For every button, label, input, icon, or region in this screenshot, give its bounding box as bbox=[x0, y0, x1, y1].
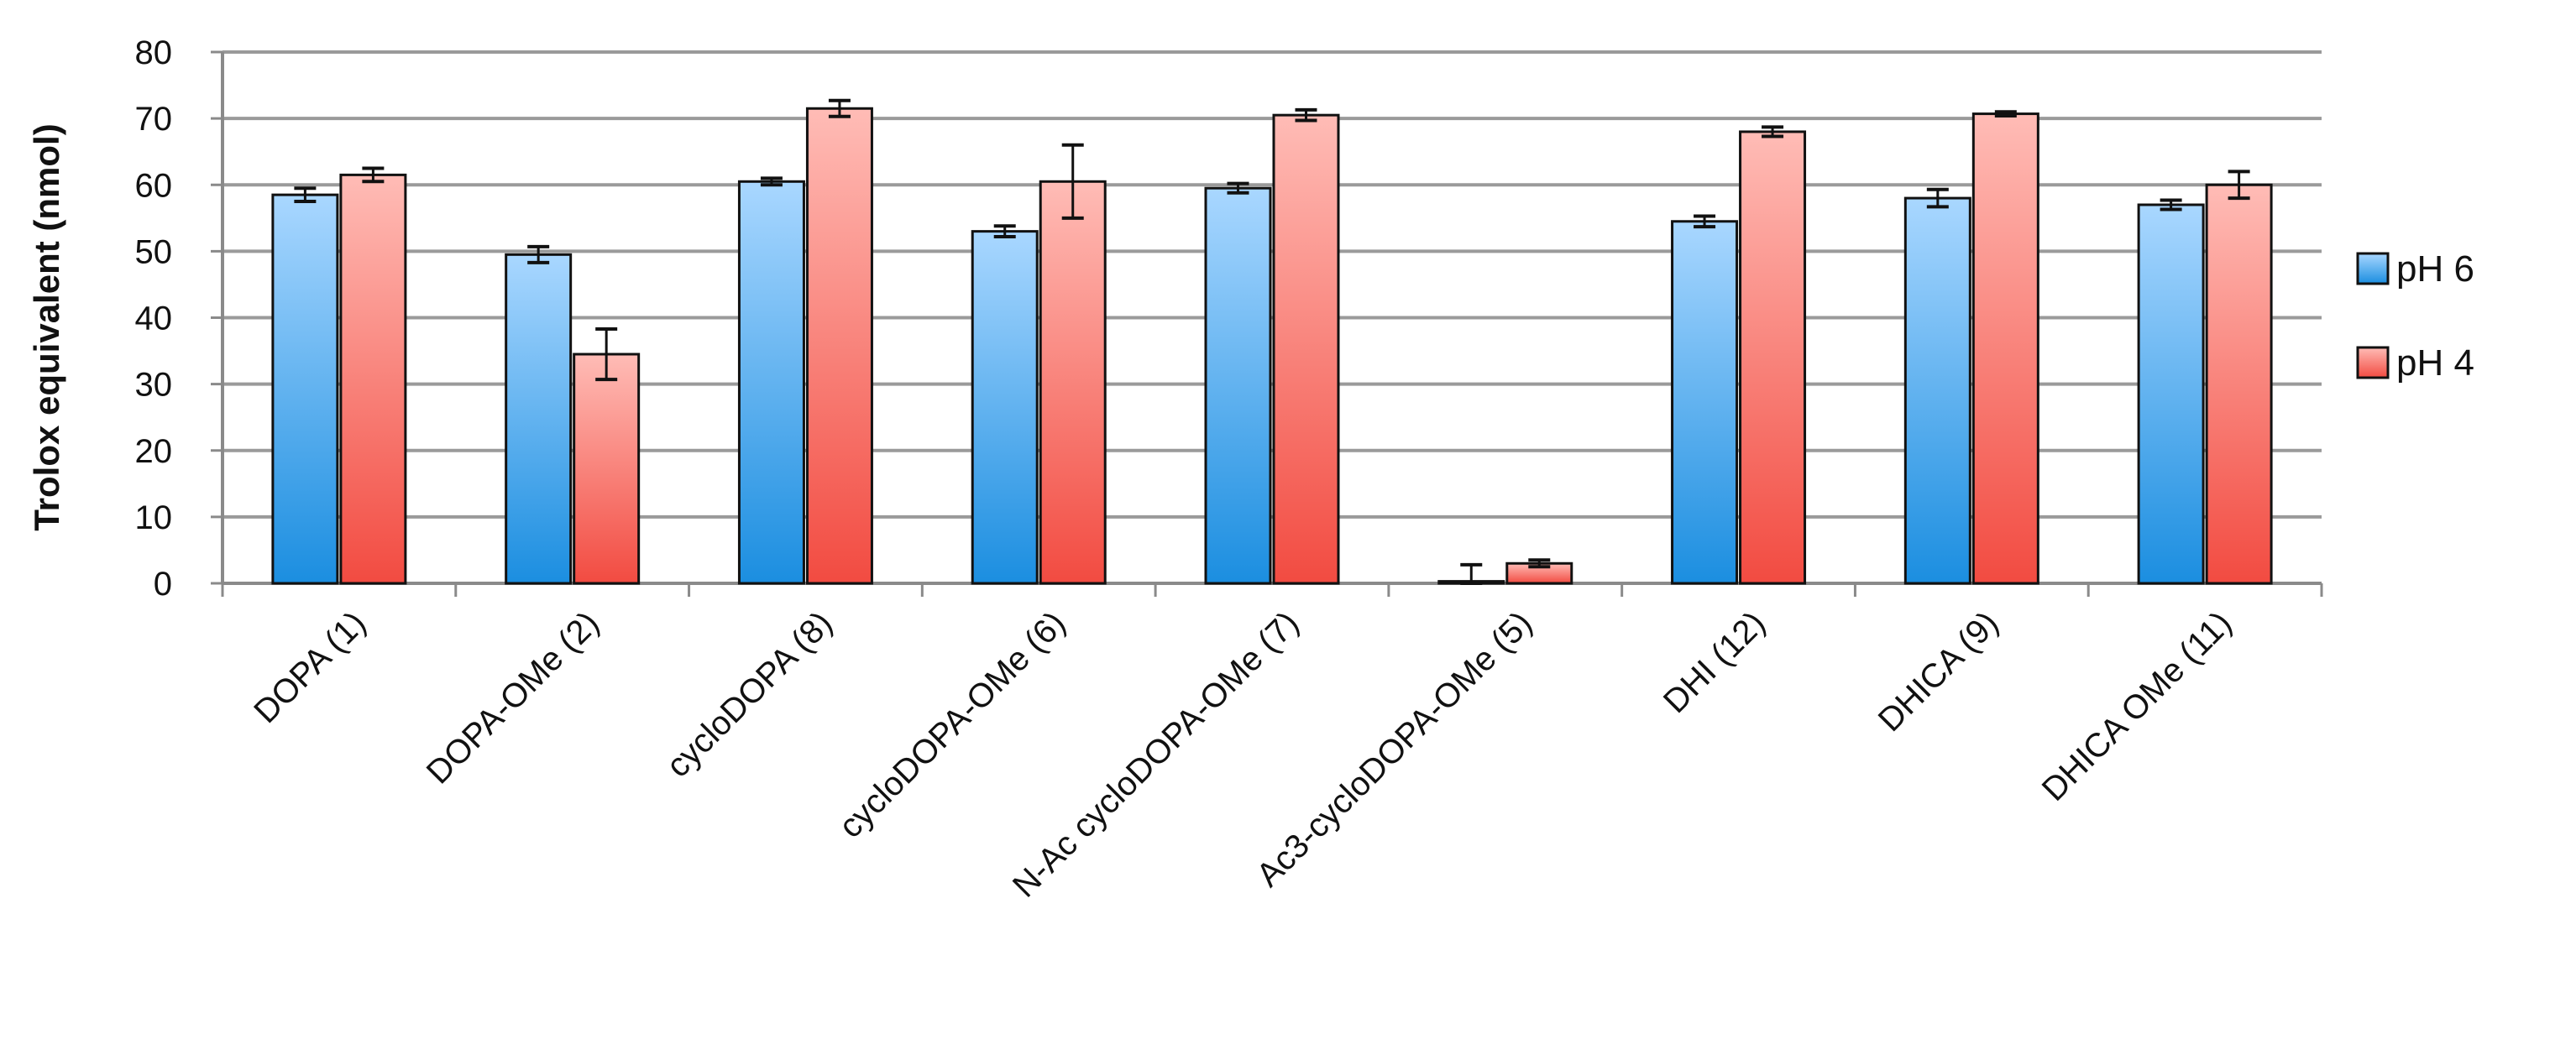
x-category-label: DHI (12) bbox=[1657, 604, 1772, 720]
x-category-label: DHICA (9) bbox=[1872, 604, 2006, 739]
bar-ph6 bbox=[505, 253, 573, 585]
y-tick-label: 50 bbox=[135, 233, 173, 270]
bar-ph4 bbox=[339, 173, 407, 585]
y-axis-title: Trolox equivalent (nmol) bbox=[27, 123, 66, 530]
bar-ph6 bbox=[2137, 203, 2205, 585]
x-category-label: cycloDOPA (8) bbox=[659, 604, 839, 784]
bar-ph4 bbox=[2205, 183, 2273, 585]
x-category-label: DHICA OMe (11) bbox=[2035, 604, 2239, 808]
y-tick-label: 80 bbox=[135, 34, 173, 71]
bar-ph4 bbox=[1971, 112, 2039, 585]
legend: pH 6 pH 4 bbox=[2356, 248, 2474, 384]
bars bbox=[271, 107, 2273, 585]
legend-label: pH 4 bbox=[2396, 342, 2474, 384]
legend-swatch bbox=[2356, 346, 2390, 379]
bar-ph4 bbox=[1272, 113, 1340, 585]
bar-ph6 bbox=[1671, 220, 1739, 585]
axes bbox=[211, 50, 2323, 597]
legend-label: pH 6 bbox=[2396, 248, 2474, 290]
bar-ph4 bbox=[1039, 180, 1107, 585]
legend-swatch bbox=[2356, 252, 2390, 285]
y-tick-label: 20 bbox=[135, 433, 173, 470]
y-tick-label: 0 bbox=[154, 566, 172, 603]
gridlines bbox=[223, 50, 2322, 519]
x-category-label: DOPA (1) bbox=[247, 604, 373, 730]
y-tick-label: 10 bbox=[135, 499, 173, 536]
y-tick-label: 60 bbox=[135, 167, 173, 204]
bar-ph4 bbox=[805, 107, 873, 585]
bar-ph4 bbox=[1739, 130, 1807, 585]
x-category-label: DOPA-OMe (2) bbox=[420, 604, 606, 791]
bar-ph6 bbox=[737, 180, 805, 585]
error-bars bbox=[294, 98, 2250, 585]
bar-ph6 bbox=[1903, 196, 1971, 585]
bar-ph6 bbox=[271, 193, 339, 585]
y-tick-label: 40 bbox=[135, 300, 173, 337]
x-category-label: Ac3-cycloDOPA-OMe (5) bbox=[1249, 604, 1539, 894]
bar-ph4 bbox=[573, 353, 641, 585]
x-category-label: cycloDOPA-OMe (6) bbox=[832, 604, 1073, 845]
y-tick-label: 70 bbox=[135, 101, 173, 138]
bar-ph6 bbox=[971, 230, 1039, 585]
y-tick-label: 30 bbox=[135, 367, 173, 404]
bar-ph6 bbox=[1204, 186, 1272, 585]
